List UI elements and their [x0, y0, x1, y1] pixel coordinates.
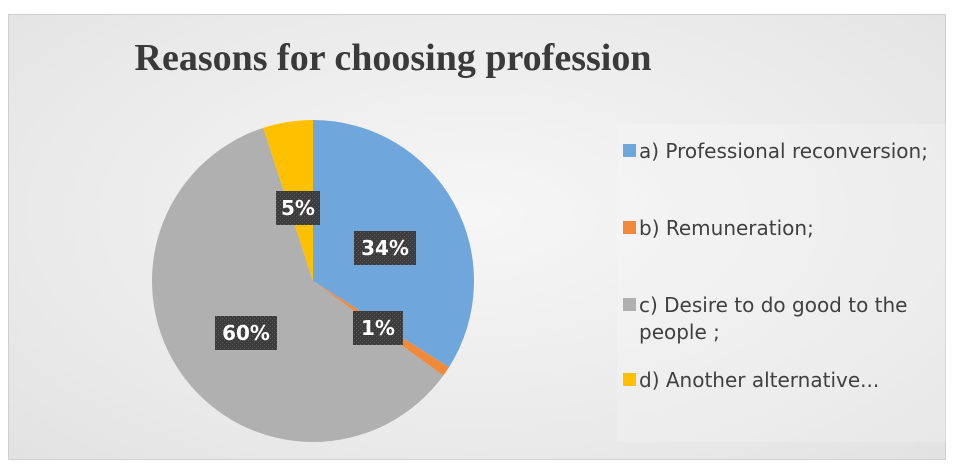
legend-swatch-b — [623, 221, 636, 234]
legend-swatch-c — [623, 298, 636, 311]
data-label-1: 34% — [361, 236, 409, 260]
legend-item-d: d) Another alternative... — [623, 367, 943, 394]
legend-label-a: a) Professional reconversion; — [639, 139, 928, 163]
legend-swatch-a — [623, 144, 636, 157]
legend-item-a: a) Professional reconversion; — [623, 138, 943, 165]
legend-swatch-d — [623, 373, 636, 386]
data-label-3: 60% — [222, 321, 270, 345]
chart-title: Reasons for choosing profession — [134, 37, 652, 79]
legend-item-c: c) Desire to do good to the people ; — [623, 292, 943, 346]
legend-label-b: b) Remuneration; — [639, 216, 814, 240]
legend-label-c: c) Desire to do good to the people ; — [639, 293, 908, 344]
pie-slice-3 — [151, 127, 444, 443]
data-label-box-2 — [353, 311, 403, 345]
legend-item-b: b) Remuneration; — [623, 215, 943, 242]
data-label-2: 1% — [361, 316, 395, 340]
data-label-box-1 — [354, 231, 416, 265]
legend-label-d: d) Another alternative... — [639, 368, 880, 392]
legend: a) Professional reconversion; b) Remuner… — [617, 124, 947, 442]
data-label-box-3 — [215, 316, 277, 350]
data-label-box-4 — [276, 191, 320, 225]
data-label-4: 5% — [281, 196, 315, 220]
